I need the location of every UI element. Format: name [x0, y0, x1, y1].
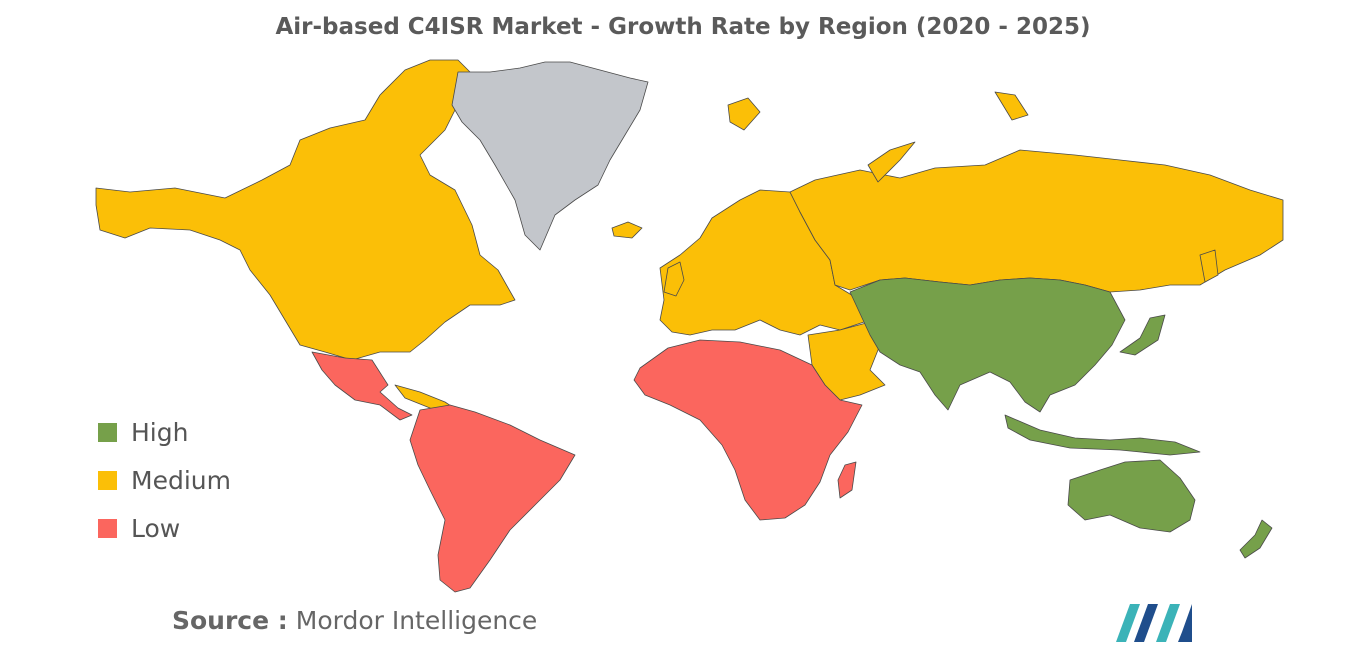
legend-label-medium: Medium — [131, 465, 231, 495]
russia-region — [789, 149, 1284, 293]
sakhalin — [1199, 249, 1219, 283]
legend-swatch-low — [98, 518, 117, 538]
arctic-island-1 — [994, 91, 1029, 121]
japan — [1119, 314, 1166, 356]
legend-item-high: High — [98, 408, 231, 456]
legend-label-low: Low — [131, 513, 181, 543]
novaya-zemlya — [867, 141, 916, 183]
logo-shape-mid — [1134, 604, 1158, 642]
mexico-central-america — [311, 351, 413, 421]
legend-label-high: High — [131, 417, 189, 447]
legend-item-medium: Medium — [98, 456, 231, 504]
indonesia-philippines — [1004, 414, 1201, 456]
iceland — [611, 221, 643, 239]
source-label: Source : — [172, 606, 288, 635]
mordor-intelligence-logo — [1116, 604, 1192, 642]
legend-swatch-high — [98, 422, 117, 442]
svalbard — [727, 97, 761, 131]
north-america-region — [95, 59, 516, 361]
asia-region — [849, 277, 1126, 413]
logo-shape-end — [1178, 604, 1192, 642]
new-zealand — [1239, 519, 1273, 559]
madagascar — [837, 461, 857, 499]
south-america-region — [409, 404, 576, 593]
british-isles — [663, 261, 685, 297]
greenland-region — [451, 61, 649, 251]
logo-shape-right — [1156, 604, 1180, 642]
logo-shape-left — [1116, 604, 1140, 642]
australia-region — [1067, 459, 1196, 533]
legend-swatch-medium — [98, 470, 117, 490]
legend: High Medium Low — [98, 408, 231, 552]
africa-region — [633, 339, 863, 521]
legend-item-low: Low — [98, 504, 231, 552]
source-text: Mordor Intelligence — [295, 606, 538, 635]
chart-title: Air-based C4ISR Market - Growth Rate by … — [275, 14, 1091, 40]
source-credit: Source : Mordor Intelligence — [172, 606, 537, 635]
